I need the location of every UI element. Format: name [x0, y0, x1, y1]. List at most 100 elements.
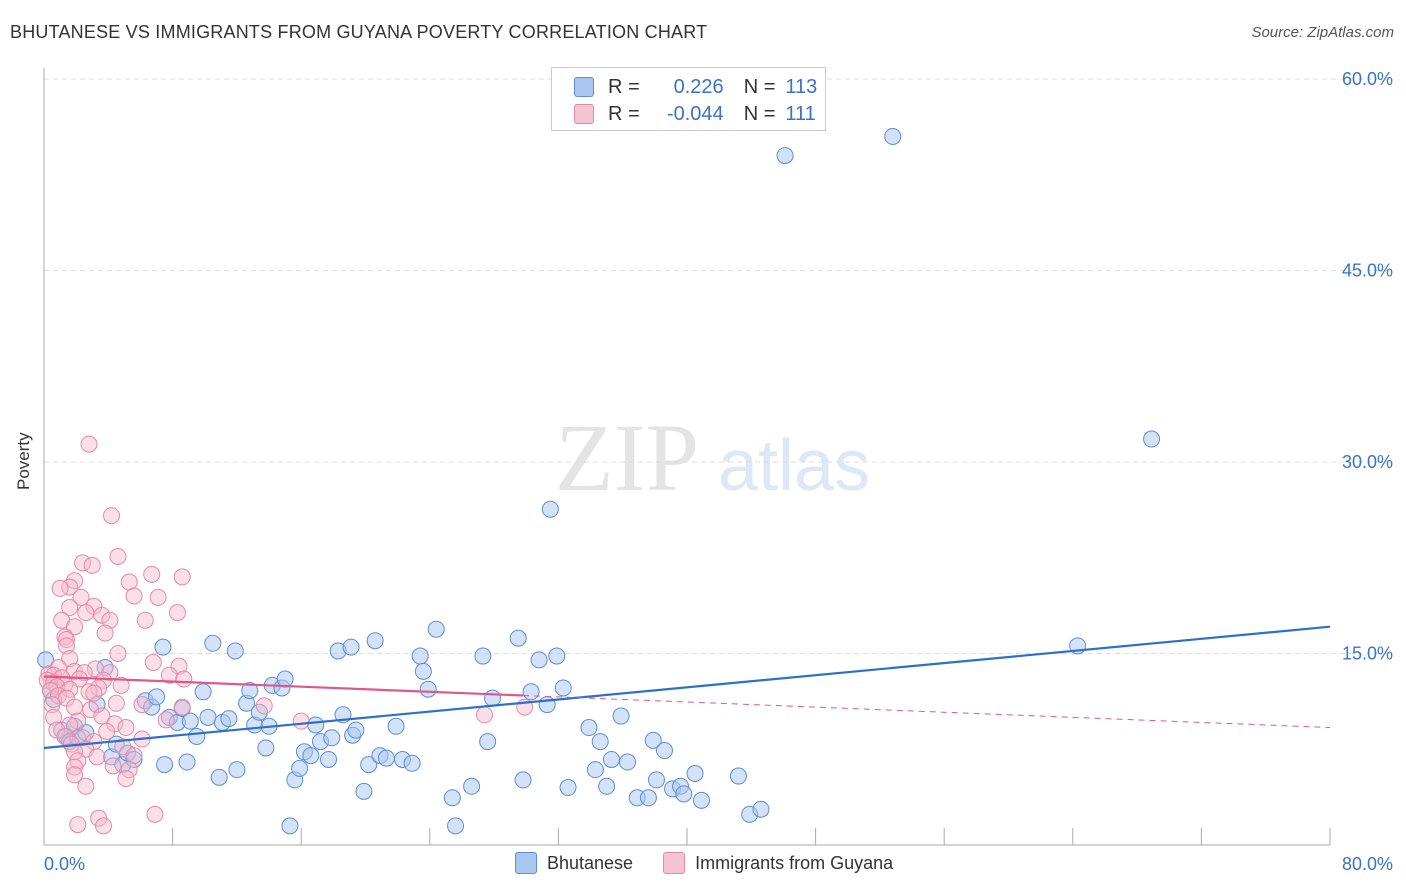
- legend-row-bhutanese: R = 0.226 N = 113: [574, 75, 817, 99]
- guyana-point: [125, 587, 143, 605]
- legend-r-label: R =: [608, 102, 640, 125]
- guyana-point: [94, 817, 112, 835]
- bhutanese-point: [276, 670, 294, 688]
- guyana-point: [109, 645, 127, 662]
- bhutanese-point: [686, 765, 704, 783]
- guyana-point: [149, 588, 167, 606]
- guyana-point: [175, 670, 193, 688]
- bhutanese-point: [188, 727, 206, 745]
- bhutanese-point: [342, 638, 360, 656]
- guyana-point: [61, 599, 79, 617]
- guyana-point: [475, 706, 493, 724]
- chart-title: BHUTANESE VS IMMIGRANTS FROM GUYANA POVE…: [10, 22, 708, 42]
- bhutanese-point: [752, 800, 770, 818]
- guyana-point: [143, 565, 161, 583]
- legend-swatch-bhutanese: [574, 77, 594, 97]
- bhutanese-point: [598, 777, 616, 795]
- guyana-point: [83, 556, 101, 574]
- bhutanese-point: [403, 754, 421, 772]
- guyana-point: [112, 676, 130, 694]
- guyana-point: [146, 805, 164, 823]
- bhutanese-point: [419, 680, 437, 698]
- bhutanese-point: [156, 756, 174, 774]
- bhutanese-point: [387, 717, 405, 735]
- bhutanese-point: [1143, 430, 1161, 448]
- bhutanese-point: [509, 629, 527, 647]
- bhutanese-point: [483, 689, 501, 707]
- guyana-point: [168, 604, 186, 622]
- guyana-trendline-extension: [523, 695, 1331, 729]
- bhutanese-point: [148, 688, 166, 706]
- guyana-point: [117, 770, 135, 788]
- bhutanese-point: [447, 817, 465, 835]
- x-tick-label: 0.0%: [44, 854, 85, 874]
- guyana-point: [66, 698, 84, 716]
- guyana-point: [90, 679, 108, 697]
- bhutanese-point: [612, 707, 630, 725]
- guyana-point: [77, 604, 95, 622]
- bhutanese-point: [411, 647, 429, 665]
- guyana-point: [255, 697, 273, 715]
- guyana-point: [86, 660, 104, 678]
- bhutanese-point: [443, 789, 461, 807]
- bhutanese-point: [602, 750, 620, 768]
- guyana-point: [93, 707, 111, 725]
- x-tick-label: 80.0%: [1342, 854, 1393, 874]
- guyana-point: [58, 637, 76, 655]
- guyana-point: [61, 650, 79, 668]
- bhutanese-point: [530, 651, 548, 669]
- guyana-point: [43, 696, 61, 714]
- source-label: Source: ZipAtlas.com: [1251, 24, 1394, 41]
- guyana-point: [51, 579, 69, 597]
- legend: R = 0.226 N = 113 R = -0.044 N = 111: [551, 67, 826, 131]
- bhutanese-point: [291, 759, 309, 777]
- bhutanese-point: [347, 721, 365, 739]
- guyana-point: [72, 588, 90, 606]
- legend-item-bhutanese[interactable]: Bhutanese: [515, 852, 633, 874]
- bhutanese-point: [228, 761, 246, 779]
- guyana-point: [104, 757, 122, 775]
- legend-r-label: R =: [608, 75, 640, 98]
- bhutanese-point: [644, 731, 662, 749]
- y-tick-label: 30.0%: [1342, 452, 1393, 472]
- bhutanese-point: [414, 662, 432, 680]
- guyana-point: [66, 766, 84, 784]
- watermark-zip: ZIP: [555, 404, 699, 511]
- bhutanese-point: [181, 712, 199, 730]
- bhutanese-point: [580, 719, 598, 737]
- legend-n-label: N =: [743, 102, 776, 125]
- legend-swatch-guyana: [574, 104, 594, 124]
- bhutanese-point: [559, 779, 577, 797]
- bhutanese-point: [320, 750, 338, 768]
- guyana-point: [66, 743, 84, 761]
- bhutanese-point: [204, 634, 222, 652]
- bhutanese-point: [220, 710, 238, 728]
- bhutanese-point: [884, 127, 902, 145]
- bhutanese-point: [360, 756, 378, 774]
- bhutanese-point: [554, 679, 572, 697]
- legend-label-guyana: Immigrants from Guyana: [695, 852, 894, 873]
- bhutanese-point: [427, 620, 445, 638]
- bhutanese-point: [307, 716, 325, 734]
- guyana-point: [74, 554, 92, 572]
- bhutanese-point: [655, 742, 673, 760]
- guyana-point: [41, 682, 59, 700]
- y-tick-label: 45.0%: [1342, 261, 1393, 281]
- bhutanese-point: [729, 767, 747, 785]
- bhutanese-point: [302, 747, 320, 765]
- guyana-point: [98, 722, 116, 740]
- guyana-point: [173, 698, 191, 716]
- bhutanese-trendline: [43, 625, 1331, 750]
- guyana-point: [80, 435, 98, 453]
- legend-item-guyana[interactable]: Immigrants from Guyana: [663, 852, 893, 874]
- guyana-point: [117, 719, 135, 737]
- bhutanese-point: [199, 708, 217, 726]
- guyana-point: [109, 547, 127, 565]
- bhutanese-point: [125, 750, 143, 768]
- guyana-trendline: [43, 675, 524, 697]
- bhutanese-point: [241, 682, 259, 700]
- guyana-point: [114, 738, 132, 756]
- bhutanese-point: [37, 651, 55, 669]
- legend-row-guyana: R = -0.044 N = 111: [574, 102, 816, 126]
